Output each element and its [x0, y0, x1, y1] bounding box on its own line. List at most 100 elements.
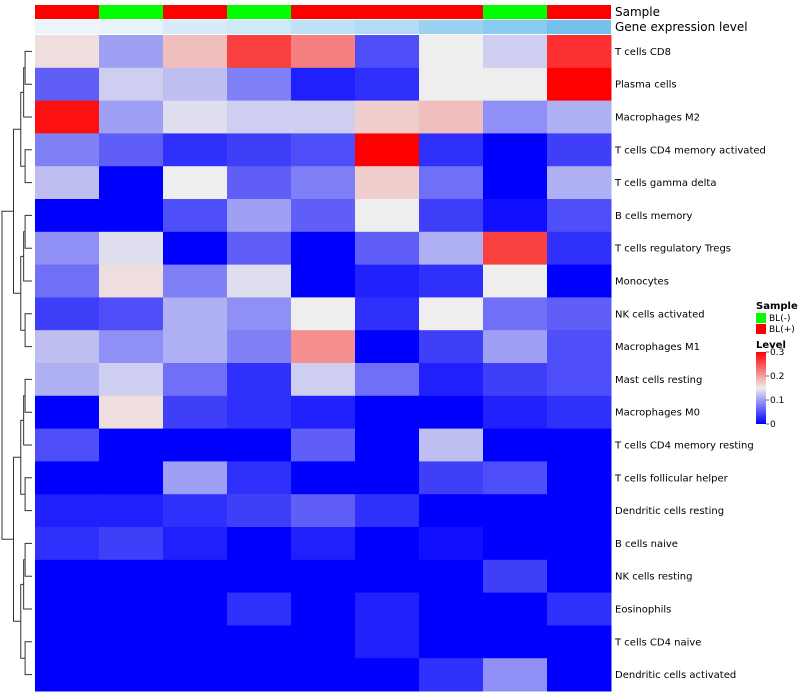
heatmap-cell: [227, 461, 292, 495]
heatmap-cell: [483, 363, 548, 397]
heatmap-cell: [547, 297, 612, 331]
row-label: Monocytes: [615, 277, 669, 288]
legend: Sample BL(-)BL(+) Level 0.3 0.2 0.1 0: [756, 301, 798, 430]
heatmap-cell: [291, 395, 356, 430]
heatmap-cell: [419, 658, 484, 692]
heatmap-cell: [163, 100, 228, 134]
heatmap-cell: [419, 494, 484, 528]
dendrogram-branch: [20, 255, 26, 331]
heatmap-cell: [99, 428, 164, 462]
heatmap-cell: [35, 559, 100, 594]
legend-sample-label: BL(-): [769, 314, 790, 324]
heatmap-cell: [163, 363, 228, 397]
heatmap-cell: [291, 199, 356, 233]
dendrogram-branch: [24, 313, 32, 348]
heatmap-cell: [547, 199, 612, 233]
heatmap-cell: [163, 395, 228, 430]
heatmap-cell: [163, 461, 228, 495]
sample-annotation-cell: [35, 5, 99, 19]
heatmap-cell: [35, 461, 100, 495]
heatmap-cell: [291, 461, 356, 495]
heatmap-cell: [483, 35, 548, 69]
heatmap-cell: [291, 67, 356, 102]
column-annotation-bars: [35, 5, 611, 34]
heatmap-cell: [99, 297, 164, 331]
heatmap-cell: [419, 199, 484, 233]
heatmap-cell: [35, 363, 100, 397]
heatmap-cell: [163, 559, 228, 594]
heatmap-cell: [163, 658, 228, 692]
heatmap-cell: [419, 100, 484, 134]
row-label: Dendritic cells activated: [615, 670, 736, 681]
dendrogram-branch: [24, 477, 32, 512]
heatmap-cell: [227, 67, 292, 102]
legend-swatch: [756, 313, 766, 323]
heatmap-cell: [547, 100, 612, 134]
heatmap-cell: [547, 363, 612, 397]
heatmap-cell: [291, 592, 356, 626]
heatmap-cell: [483, 395, 548, 430]
row-label: Macrophages M0: [615, 408, 700, 419]
gene-expression-annotation-cell: [483, 20, 547, 34]
heatmap-cell: [483, 297, 548, 331]
heatmap-cell: [419, 625, 484, 659]
heatmap-cell: [419, 133, 484, 167]
heatmap-cell: [483, 330, 548, 364]
heatmap-cell: [163, 494, 228, 528]
heatmap-cell: [355, 559, 420, 594]
sample-annotation-cell: [483, 5, 547, 19]
heatmap-cell: [483, 231, 548, 266]
heatmap-cell: [99, 231, 164, 266]
heatmap-cell: [163, 592, 228, 626]
heatmap-cell: [355, 231, 420, 266]
heatmap-cell: [35, 231, 100, 266]
heatmap-cell: [35, 297, 100, 331]
heatmap-cell: [227, 625, 292, 659]
heatmap-cell: [547, 133, 612, 167]
legend-color-bar: [756, 352, 766, 424]
gene-expression-annotation-cell: [35, 20, 99, 34]
dendrogram-branch: [13, 128, 21, 294]
heatmap-cell: [35, 592, 100, 626]
sample-annotation-cell: [163, 5, 227, 19]
heatmap-cell: [355, 395, 420, 430]
heatmap-cell: [291, 231, 356, 266]
heatmap-cell: [35, 494, 100, 528]
heatmap-cell: [99, 133, 164, 167]
row-label: NK cells activated: [615, 309, 705, 320]
heatmap-cell: [163, 527, 228, 561]
heatmap-cell: [291, 330, 356, 364]
heatmap-cell: [291, 527, 356, 561]
row-label: T cells gamma delta: [614, 178, 716, 189]
heatmap-cell: [291, 297, 356, 331]
heatmap-cell: [483, 494, 548, 528]
heatmap-cell: [291, 264, 356, 298]
heatmap-cell: [483, 67, 548, 102]
legend-sample-title: Sample: [756, 301, 798, 312]
heatmap-cell: [99, 494, 164, 528]
heatmap-cell: [419, 559, 484, 594]
heatmap-cell: [35, 395, 100, 430]
heatmap-cell: [419, 297, 484, 331]
heatmap-cell: [483, 527, 548, 561]
row-label: Macrophages M2: [615, 113, 700, 124]
dendrogram-branch: [13, 456, 21, 622]
sample-annotation-cell: [547, 5, 611, 19]
row-label: Dendritic cells resting: [615, 506, 724, 517]
dendrogram-branch: [24, 50, 32, 85]
legend-tick-label: 0: [770, 420, 776, 430]
row-label: Plasma cells: [615, 80, 677, 91]
heatmap-cell: [35, 428, 100, 462]
sample-annotation-label: Sample: [615, 5, 660, 19]
heatmap-cell: [355, 166, 420, 200]
gene-expression-annotation-cell: [355, 20, 419, 34]
dendrogram-branch: [20, 419, 26, 495]
heatmap-cell: [355, 297, 420, 331]
heatmap-cell: [227, 297, 292, 331]
heatmap-cell: [227, 395, 292, 430]
gene-expression-annotation-label: Gene expression level: [615, 20, 748, 34]
heatmap-cell: [291, 166, 356, 200]
row-label: NK cells resting: [615, 572, 692, 583]
heatmap-cell: [483, 592, 548, 626]
